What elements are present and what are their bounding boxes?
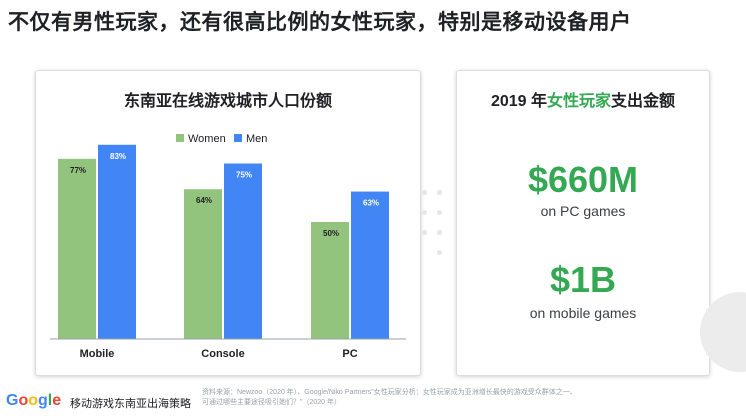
mobile-spend-label: on mobile games bbox=[529, 305, 637, 321]
stats-title-prefix: 2019 年 bbox=[490, 93, 547, 110]
stats-title-suffix: 支出金额 bbox=[611, 93, 676, 110]
bar-pc-women bbox=[311, 222, 349, 339]
mobile-spend-value: $1B bbox=[549, 259, 617, 300]
stats-title-highlight: 女性玩家 bbox=[547, 93, 612, 110]
bar-mobile-women bbox=[58, 158, 96, 339]
logo-letter-6: e bbox=[52, 392, 62, 409]
logo-letter-3: o bbox=[28, 392, 39, 409]
category-label-mobile: Mobile bbox=[80, 348, 115, 360]
bar-mobile-men bbox=[98, 144, 136, 339]
bar-console-men bbox=[224, 163, 262, 339]
stats-title: 2019 年女性玩家支出金额 bbox=[457, 87, 709, 111]
bar-label-pc-women: 50% bbox=[323, 229, 339, 238]
chart-title: 东南亚在线游戏城市人口份额 bbox=[123, 93, 332, 110]
bar-console-women bbox=[184, 189, 222, 339]
chart-card: 东南亚在线游戏城市人口份额 Women Men 77% 83% Mobile 64% 75%… bbox=[35, 70, 421, 376]
footer-tagline: 移动游戏东南亚出海策略 bbox=[70, 398, 191, 410]
bar-label-console-women: 64% bbox=[196, 196, 212, 205]
logo-letter-4: g bbox=[38, 392, 48, 409]
footer-source: 资料来源：Newzoo（2020 年）、Google/Niko Partners… bbox=[202, 388, 632, 408]
bar-pc-men bbox=[351, 191, 389, 339]
bar-chart: Women Men 77% 83% Mobile 64% 75% Console 50% 63% P… bbox=[50, 133, 406, 360]
legend-label-men: Men bbox=[246, 133, 267, 145]
logo-letter-5: l bbox=[47, 392, 53, 409]
page-headline: 不仅有男性玩家，还有很高比例的女性玩家，特别是移动设备用户 bbox=[8, 11, 632, 34]
bar-label-mobile-women: 77% bbox=[70, 166, 86, 175]
stats-card: 2019 年女性玩家支出金额 $660M on PC games $1B on … bbox=[456, 70, 710, 376]
bar-label-mobile-men: 83% bbox=[110, 152, 126, 161]
category-label-console: Console bbox=[201, 348, 244, 360]
source-line-2: 可通过哪些主要途径吸引她们？"（2020 年） bbox=[202, 399, 342, 406]
source-line-1: 资料来源：Newzoo（2020 年）、Google/Niko Partners… bbox=[202, 389, 577, 396]
legend-swatch-men bbox=[234, 134, 242, 142]
bar-label-console-men: 75% bbox=[236, 171, 252, 180]
logo-letter-1: G bbox=[6, 392, 19, 409]
pc-spend-label: on PC games bbox=[540, 203, 626, 219]
legend-label-women: Women bbox=[188, 133, 226, 145]
category-label-pc: PC bbox=[342, 348, 357, 360]
google-logo: Google bbox=[6, 392, 61, 410]
logo-letter-2: o bbox=[18, 392, 29, 409]
legend-swatch-women bbox=[176, 134, 184, 142]
pc-spend-value: $660M bbox=[527, 159, 639, 200]
bar-label-pc-men: 63% bbox=[363, 199, 379, 208]
